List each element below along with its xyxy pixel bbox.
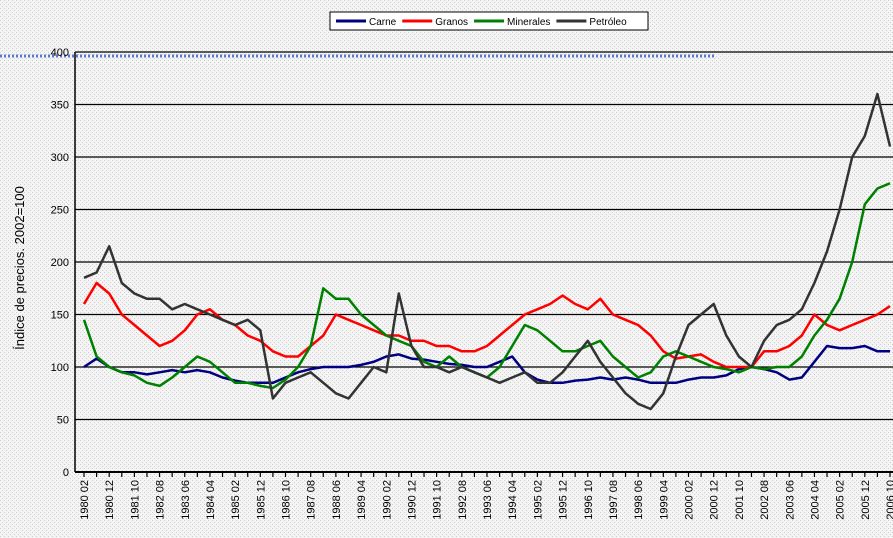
- x-tick-label: 1981 10: [129, 480, 141, 520]
- y-tick-label: 400: [51, 47, 69, 59]
- y-tick-label: 250: [51, 205, 69, 217]
- x-tick-label: 1998 06: [633, 480, 645, 520]
- x-tick-label: 1989 04: [356, 480, 368, 520]
- x-tick-label: 2005 12: [860, 480, 872, 520]
- x-tick-label: 1984 04: [205, 480, 217, 520]
- x-tick-label: 2006 10: [885, 480, 893, 520]
- x-tick-label: 1990 12: [406, 480, 418, 520]
- y-axis-title: Índice de precios. 2002=100: [12, 186, 27, 350]
- x-tick-label: 1995 02: [532, 480, 544, 520]
- series-line: [83, 92, 892, 411]
- x-tick-label: 1986 10: [281, 480, 293, 520]
- legend-label: Petróleo: [589, 17, 627, 28]
- legend: Carne Granos Minerales Petróleo: [329, 11, 649, 31]
- y-tick-label: 0: [63, 467, 69, 479]
- x-tick-label: 1991 10: [432, 480, 444, 520]
- series-line: [82, 281, 891, 369]
- y-tick-label: 350: [51, 100, 69, 112]
- legend-label: Granos: [435, 17, 468, 28]
- y-tick-label: 200: [51, 257, 69, 269]
- x-tick-label: 2003 06: [784, 480, 796, 520]
- x-tick-label: 1992 08: [457, 480, 469, 520]
- x-tick-label: 1987 08: [306, 480, 318, 520]
- x-tick-label: 1980 12: [104, 480, 116, 520]
- legend-label: Carne: [369, 17, 397, 28]
- x-tick-label: 1995 12: [558, 480, 570, 520]
- x-tick-label: 1994 04: [507, 480, 519, 520]
- x-tick-label: 1985 12: [255, 480, 267, 520]
- x-tick-label: 1980 02: [79, 480, 91, 520]
- x-tick-label: 1988 06: [331, 480, 343, 520]
- legend-label: Minerales: [507, 17, 550, 28]
- y-tick-label: 300: [51, 152, 69, 164]
- x-tick-label: 1990 02: [381, 480, 393, 520]
- x-tick-label: 1999 04: [658, 480, 670, 520]
- y-tick-label: 100: [51, 362, 69, 374]
- x-tick-label: 1997 08: [608, 480, 620, 520]
- x-tick-label: 1985 02: [230, 480, 242, 520]
- x-tick-label: 2002 08: [759, 480, 771, 520]
- x-tick-label: 1993 06: [482, 480, 494, 520]
- y-tick-label: 150: [51, 310, 69, 322]
- y-tick-label: 50: [57, 415, 69, 427]
- x-tick-label: 2001 10: [734, 480, 746, 520]
- x-tick-label: 1983 06: [180, 480, 192, 520]
- x-tick-label: 2000 12: [709, 480, 721, 520]
- x-tick-label: 2005 02: [835, 480, 847, 520]
- x-tick-label: 2004 04: [809, 480, 821, 520]
- x-tick-label: 1996 10: [583, 480, 595, 520]
- x-tick-label: 2000 02: [684, 480, 696, 520]
- x-tick-label: 1982 08: [155, 480, 167, 520]
